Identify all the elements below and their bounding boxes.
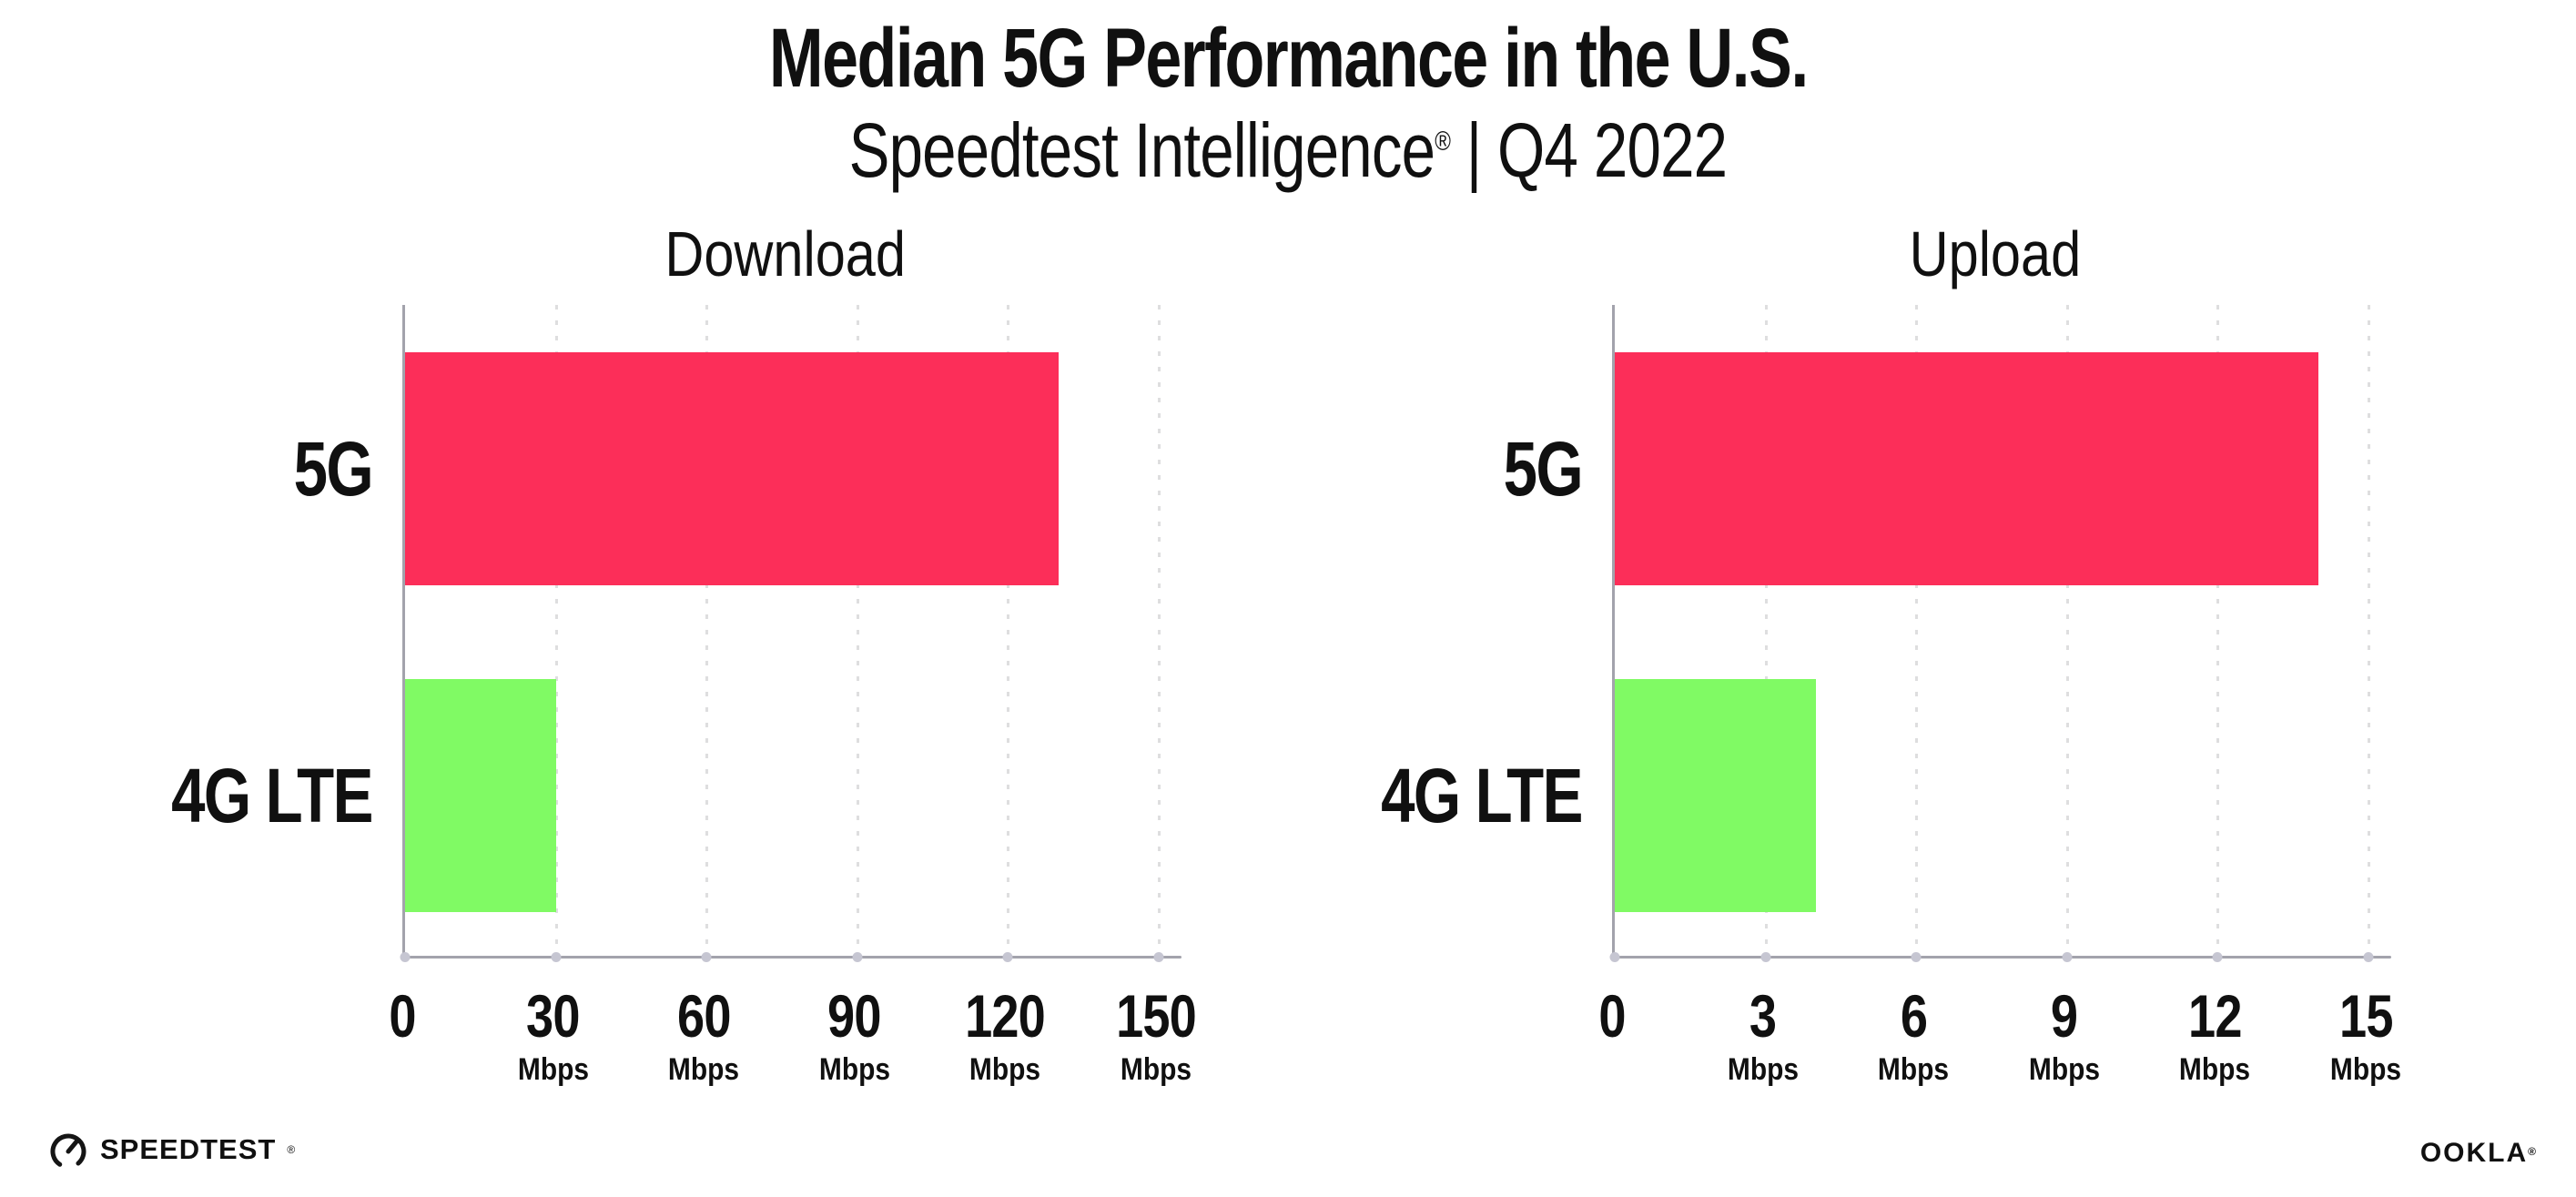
tick-unit: Mbps bbox=[2179, 1052, 2251, 1087]
plot-area-download bbox=[400, 305, 1182, 962]
subtitle-divider: | bbox=[1465, 107, 1482, 193]
tick-value: 0 bbox=[1598, 982, 1626, 1050]
gridline bbox=[2216, 305, 2220, 957]
ookla-logo: OOKLA® bbox=[2420, 1138, 2538, 1169]
gridline bbox=[1764, 305, 1768, 957]
subtitle-text: Speedtest Intelligence® | Q4 2022 bbox=[849, 106, 1728, 195]
chart-title-download: Download bbox=[664, 218, 906, 289]
category-labels-upload: 5G 4G LTE bbox=[1282, 305, 1584, 957]
registered-mark: ® bbox=[1435, 127, 1451, 157]
tick-label: 12 Mbps bbox=[2175, 984, 2256, 1088]
tick-label: 60 Mbps bbox=[664, 984, 745, 1088]
tick-value: 120 bbox=[965, 982, 1046, 1050]
upload-chart: Upload 5G 4G LTE 0 3 Mbps 6 Mbps 9 Mbps 12 Mbps 15… bbox=[1381, 209, 2401, 1156]
tick-value: 90 bbox=[827, 982, 882, 1050]
speedtest-logo: SPEEDTEST ® bbox=[47, 1129, 295, 1171]
tick-value: 9 bbox=[2051, 982, 2078, 1050]
axis-tick-dot bbox=[1153, 952, 1164, 962]
page-title-text: Median 5G Performance in the U.S. bbox=[768, 12, 1809, 105]
tick-label: 3 Mbps bbox=[1722, 984, 1803, 1088]
bar-5g bbox=[1615, 352, 2318, 585]
bar-4g-lte bbox=[405, 679, 556, 912]
speedtest-gauge-icon bbox=[50, 1133, 86, 1170]
axis-tick-dot bbox=[1760, 952, 1771, 962]
gridline bbox=[705, 305, 709, 957]
tick-unit: Mbps bbox=[969, 1052, 1041, 1087]
tick-unit: Mbps bbox=[2329, 1052, 2402, 1087]
axis-tick-dot bbox=[2363, 952, 2374, 962]
gridline bbox=[856, 305, 859, 957]
axis-tick-dot bbox=[701, 952, 712, 962]
axis-tick-dot bbox=[1609, 952, 1620, 962]
axis-tick-dot bbox=[1911, 952, 1922, 962]
gridline bbox=[554, 305, 558, 957]
ookla-registered-mark: ® bbox=[2528, 1145, 2538, 1158]
tick-value: 30 bbox=[526, 982, 580, 1050]
gridline bbox=[1158, 305, 1161, 957]
bar-5g bbox=[405, 352, 1059, 585]
tick-label: 90 Mbps bbox=[814, 984, 895, 1088]
tick-label: 0 bbox=[386, 984, 419, 1048]
tick-label: 9 Mbps bbox=[2023, 984, 2104, 1088]
axis-tick-dot bbox=[400, 952, 411, 962]
tick-label: 0 bbox=[1596, 984, 1628, 1048]
category-label-5g: 5G bbox=[293, 425, 374, 512]
tick-unit: Mbps bbox=[517, 1052, 589, 1087]
download-chart: Download 5G 4G LTE 0 30 Mbps 60 Mbps 90 Mbps 120… bbox=[171, 209, 1196, 1156]
x-axis-ticks-upload: 0 3 Mbps 6 Mbps 9 Mbps 12 Mbps 15 Mbps bbox=[1598, 984, 2401, 1148]
bar-4g-lte bbox=[1615, 679, 1816, 912]
tick-value: 6 bbox=[1900, 982, 1928, 1050]
tick-label: 120 Mbps bbox=[957, 984, 1054, 1088]
tick-value: 12 bbox=[2188, 982, 2242, 1050]
ookla-logo-text: OOKLA bbox=[2419, 1138, 2529, 1168]
subtitle-brand: Speedtest Intelligence bbox=[848, 107, 1435, 193]
tick-unit: Mbps bbox=[1727, 1052, 1799, 1087]
tick-label: 6 Mbps bbox=[1873, 984, 1954, 1088]
axis-tick-dot bbox=[2062, 952, 2073, 962]
tick-unit: Mbps bbox=[1878, 1052, 1950, 1087]
tick-value: 15 bbox=[2338, 982, 2393, 1050]
subtitle: Speedtest Intelligence® | Q4 2022 bbox=[0, 106, 2576, 195]
tick-unit: Mbps bbox=[1120, 1052, 1192, 1087]
axis-tick-dot bbox=[852, 952, 863, 962]
tick-label: 150 Mbps bbox=[1107, 984, 1204, 1088]
category-labels-download: 5G 4G LTE bbox=[72, 305, 374, 957]
chart-title-upload: Upload bbox=[1909, 218, 2081, 289]
tick-value: 3 bbox=[1749, 982, 1777, 1050]
gridline bbox=[1007, 305, 1010, 957]
tick-unit: Mbps bbox=[818, 1052, 890, 1087]
category-label-5g: 5G bbox=[1503, 425, 1584, 512]
tick-value: 150 bbox=[1116, 982, 1197, 1050]
tick-unit: Mbps bbox=[2028, 1052, 2100, 1087]
category-label-4g-lte: 4G LTE bbox=[171, 752, 373, 838]
subtitle-period: Q4 2022 bbox=[1497, 107, 1728, 193]
gridline bbox=[1915, 305, 1919, 957]
tick-value: 0 bbox=[389, 982, 416, 1050]
axis-tick-dot bbox=[2212, 952, 2223, 962]
axis-tick-dot bbox=[1002, 952, 1013, 962]
tick-label: 30 Mbps bbox=[512, 984, 593, 1088]
plot-area-upload bbox=[1609, 305, 2391, 962]
category-label-4g-lte: 4G LTE bbox=[1381, 752, 1583, 838]
speedtest-registered-mark: ® bbox=[287, 1143, 296, 1156]
gridline bbox=[2368, 305, 2370, 957]
x-axis-ticks-download: 0 30 Mbps 60 Mbps 90 Mbps 120 Mbps 150 Mbps bbox=[389, 984, 1196, 1148]
axis-tick-dot bbox=[551, 952, 562, 962]
gridline bbox=[2065, 305, 2069, 957]
tick-value: 60 bbox=[676, 982, 731, 1050]
header: Median 5G Performance in the U.S. Speedt… bbox=[0, 0, 2576, 195]
page-title: Median 5G Performance in the U.S. bbox=[0, 13, 2576, 104]
tick-label: 15 Mbps bbox=[2326, 984, 2407, 1088]
tick-unit: Mbps bbox=[668, 1052, 740, 1087]
speedtest-logo-text: SPEEDTEST bbox=[100, 1133, 277, 1165]
